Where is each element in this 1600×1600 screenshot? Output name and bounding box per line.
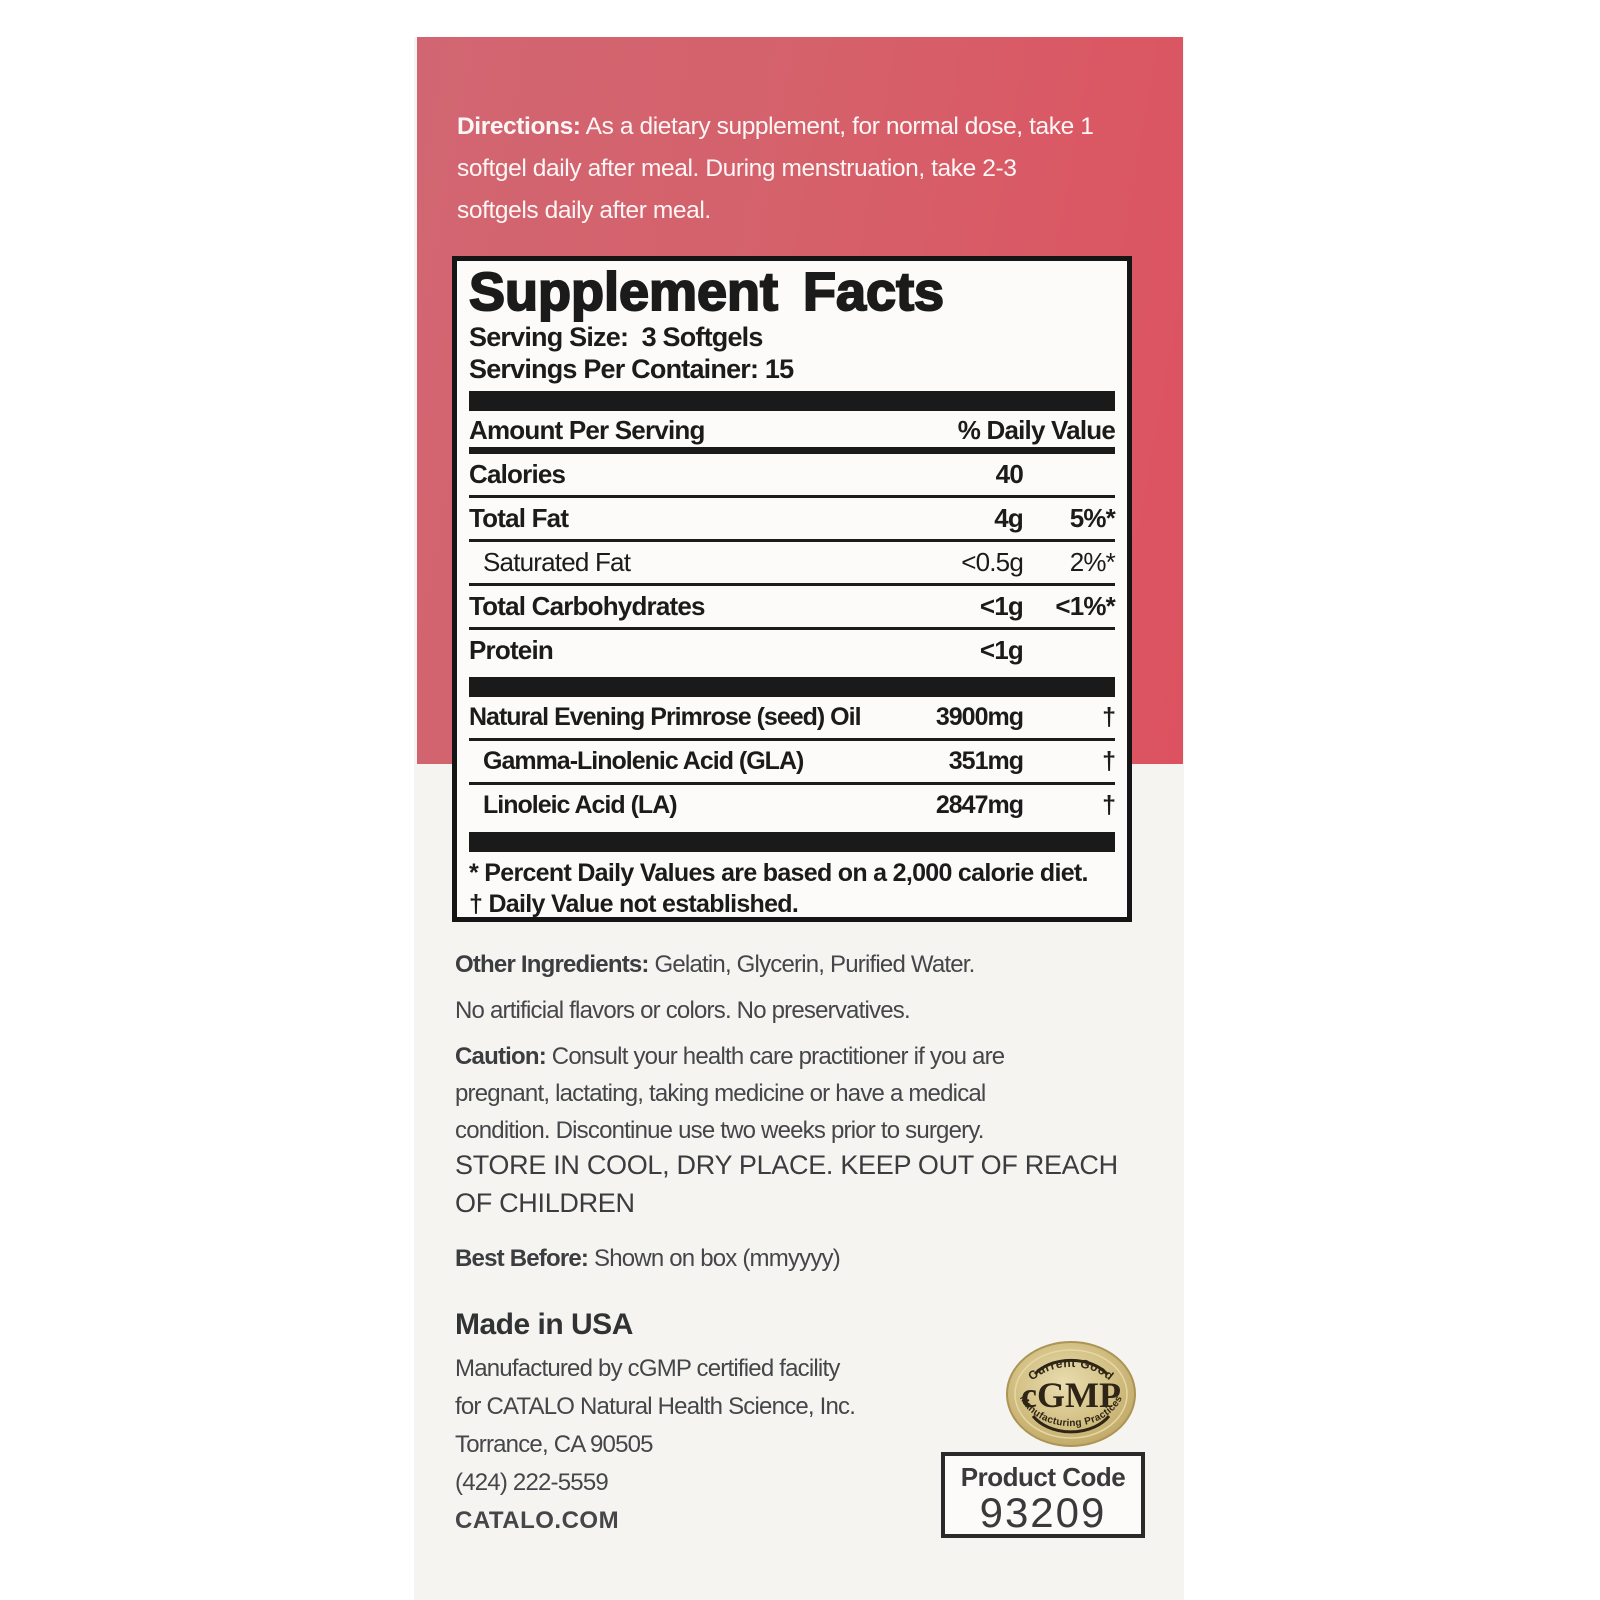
other-ingredients-section: Other Ingredients: Gelatin, Glycerin, Pu… xyxy=(455,946,975,983)
daily-value-header: % Daily Value xyxy=(957,415,1116,445)
ingredient-name: Gamma-Linolenic Acid (GLA) xyxy=(483,747,804,775)
nutrient-name: Calories xyxy=(469,459,566,489)
facts-row-saturated-fat: Saturated Fat <0.5g 2%* xyxy=(469,539,1116,583)
ingredient-amount: 351mg xyxy=(948,747,1024,775)
caution-line: pregnant, lactating, taking medicine or … xyxy=(455,1080,986,1107)
storage-section: STORE IN COOL, DRY PLACE. KEEP OUT OF RE… xyxy=(455,1146,1118,1222)
nutrient-amount: 40 xyxy=(995,459,1024,489)
ingredient-name: Linoleic Acid (LA) xyxy=(483,791,678,819)
directions-line: Directions: As a dietary supplement, for… xyxy=(457,106,1157,148)
directions-text: As a dietary supplement, for normal dose… xyxy=(585,113,1094,140)
nutrient-name: Saturated Fat xyxy=(483,547,631,577)
ingredient-amount: 3900mg xyxy=(935,703,1024,731)
servings-value: 15 xyxy=(764,354,794,384)
facts-row-total-carbohydrates: Total Carbohydrates <1g <1%* xyxy=(469,583,1116,627)
facts-row-gla: Gamma-Linolenic Acid (GLA) 351mg † xyxy=(469,738,1116,782)
product-code-value: 93209 xyxy=(979,1489,1107,1536)
nutrient-name: Protein xyxy=(469,635,554,665)
manufacturer-line: Manufactured by cGMP certified facility xyxy=(455,1355,840,1382)
other-ingredients-heading: Other Ingredients: xyxy=(455,951,649,978)
caution-heading: Caution: xyxy=(455,1043,547,1070)
directions-heading: Directions: xyxy=(457,113,581,140)
directions-line: softgel daily after meal. During menstru… xyxy=(457,155,1017,182)
supplement-facts-title: Supplement Facts xyxy=(468,262,945,322)
divider-bar-thick xyxy=(469,391,1115,411)
no-artificial-text: No artificial flavors or colors. No pres… xyxy=(455,997,911,1024)
divider-bar-thick xyxy=(469,677,1115,697)
directions-line: softgels daily after meal. xyxy=(457,197,711,224)
serving-size-value: 3 Softgels xyxy=(641,322,764,352)
best-before-heading: Best Before: xyxy=(455,1245,589,1272)
servings-per-container-line: Servings Per Container: 15 xyxy=(469,353,1115,385)
nutrient-dv: 5%* xyxy=(1069,503,1116,533)
facts-header-row: Amount Per Serving % Daily Value xyxy=(469,411,1116,447)
footnote-percent-dv: * Percent Daily Values are based on a 2,… xyxy=(469,859,1088,887)
ingredient-dv: † xyxy=(1102,703,1116,731)
best-before-section: Best Before: Shown on box (mmyyyy) xyxy=(455,1240,841,1277)
facts-row-protein: Protein <1g xyxy=(469,627,1115,671)
nutrient-name: Total Carbohydrates xyxy=(469,591,706,621)
product-code-box: Product Code 93209 xyxy=(941,1452,1145,1538)
nutrient-name: Total Fat xyxy=(469,503,569,533)
nutrient-amount: <1g xyxy=(979,635,1024,665)
best-before-line: Best Before: Shown on box (mmyyyy) xyxy=(455,1240,841,1277)
storage-line: STORE IN COOL, DRY PLACE. KEEP OUT OF RE… xyxy=(455,1150,1118,1180)
ingredient-dv: † xyxy=(1102,747,1116,775)
nutrient-amount: 4g xyxy=(994,503,1024,533)
footnote-dv-not-established: † Daily Value not established. xyxy=(469,890,799,918)
manufacturer-phone: (424) 222-5559 xyxy=(455,1469,609,1496)
seal-top-arc xyxy=(1033,1358,1109,1376)
facts-row-la: Linoleic Acid (LA) 2847mg † xyxy=(469,782,1116,826)
caution-text: Consult your health care practitioner if… xyxy=(551,1043,1005,1070)
other-ingredients-text: Gelatin, Glycerin, Purified Water. xyxy=(654,951,976,978)
ingredient-name: Natural Evening Primrose (seed) Oil xyxy=(469,703,862,731)
nutrient-amount: <1g xyxy=(979,591,1024,621)
divider-bar-thick xyxy=(469,832,1115,852)
facts-row-total-fat: Total Fat 4g 5%* xyxy=(469,495,1116,539)
divider-bar-medium xyxy=(469,447,1115,454)
serving-size-line: Serving Size: 3 Softgels xyxy=(469,321,1115,353)
nutrient-dv: 2%* xyxy=(1069,547,1116,577)
other-ingredients-line: Other Ingredients: Gelatin, Glycerin, Pu… xyxy=(455,946,975,983)
manufacturer-website: CATALO.COM xyxy=(455,1507,620,1534)
manufacturer-section: Manufactured by cGMP certified facility … xyxy=(455,1350,856,1540)
cgmp-seal: Current Good cGMP Manufacturing Practice… xyxy=(1006,1341,1136,1447)
manufacturer-line: for CATALO Natural Health Science, Inc. xyxy=(455,1393,856,1420)
nutrient-amount: <0.5g xyxy=(961,547,1024,577)
facts-row-evening-primrose-oil: Natural Evening Primrose (seed) Oil 3900… xyxy=(469,697,1116,738)
storage-line: OF CHILDREN xyxy=(455,1188,635,1218)
caution-line: condition. Discontinue use two weeks pri… xyxy=(455,1117,984,1144)
made-in-usa: Made in USA xyxy=(455,1308,633,1341)
no-artificial-section: No artificial flavors or colors. No pres… xyxy=(455,992,911,1029)
manufacturer-line: Torrance, CA 90505 xyxy=(455,1431,654,1458)
directions-section: Directions: As a dietary supplement, for… xyxy=(457,106,1157,232)
caution-line: Caution: Consult your health care practi… xyxy=(455,1038,1005,1075)
facts-row-calories: Calories 40 xyxy=(469,454,1115,495)
supplement-facts-panel: Supplement Facts Serving Size: 3 Softgel… xyxy=(452,256,1132,922)
ingredient-amount: 2847mg xyxy=(935,791,1024,819)
servings-label: Servings Per Container: xyxy=(469,354,759,384)
seal-bottom-arc xyxy=(1031,1415,1111,1434)
best-before-text: Shown on box (mmyyyy) xyxy=(593,1245,841,1272)
caution-section: Caution: Consult your health care practi… xyxy=(455,1038,1005,1149)
seal-inner-ring xyxy=(1014,1349,1128,1439)
seal-center-text: cGMP xyxy=(1021,1375,1121,1415)
amount-per-serving-header: Amount Per Serving xyxy=(469,415,705,445)
serving-size-label: Serving Size: xyxy=(469,322,629,352)
product-code-label: Product Code xyxy=(960,1462,1126,1492)
ingredient-dv: † xyxy=(1102,791,1116,819)
nutrient-dv: <1%* xyxy=(1055,591,1115,621)
